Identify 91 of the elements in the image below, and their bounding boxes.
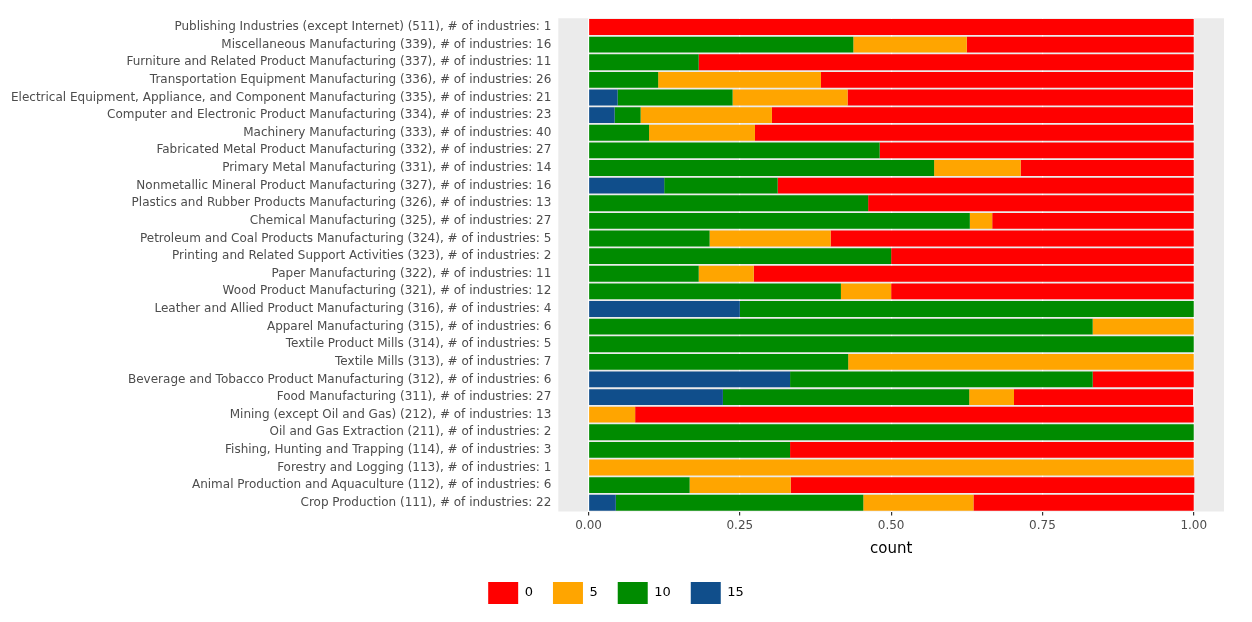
bar [732,89,848,106]
bar [589,301,740,317]
bar [589,389,723,405]
bar [698,265,754,282]
y-tick-label: Primary Metal Manufacturing (331), # of industries: 14 [222,160,552,175]
y-tick-label: Fishing, Hunting and Trapping (114), # of industries: 3 [225,442,552,457]
y-tick-label: Paper Manufacturing (322), # of industries: 11 [271,265,552,280]
bar [617,89,733,106]
y-tick-label: Animal Production and Aquaculture (112), # of industries: 6 [191,477,552,492]
bar [853,36,967,53]
y-tick-label: Leather and Allied Product Manufacturing (316), # of industries: 4 [154,301,552,316]
x-tick-label: 0.25 [726,517,754,532]
y-tick-label: Wood Product Manufacturing (321), # of industries: 12 [222,283,552,298]
y-tick-label: Crop Production (111), # of industries: 22 [300,494,552,509]
y-tick-label: Fabricated Metal Product Manufacturing (332), # of industries: 27 [156,142,552,157]
y-tick-label: Furniture and Related Product Manufacturing (337), # of industries: 11 [126,54,552,69]
bar [658,71,821,88]
bar [589,459,1194,476]
bar [589,424,1194,441]
legend-label: 15 [727,584,744,600]
bar [820,71,1194,88]
y-tick-label: Petroleum and Coal Products Manufacturing (324), # of industries: 5 [139,230,552,245]
bar [589,71,659,88]
y-tick-label: Electrical Equipment, Appliance, and Component Manufacturing (335), # of industries: 21 [11,89,552,104]
bar [790,371,1093,388]
y-tick-label: Textile Product Mills (314), # of industries: 5 [284,336,552,351]
bar [589,19,1194,35]
y-tick-label: Nonmetallic Mineral Product Manufacturing (327), # of industries: 16 [136,177,552,192]
y-tick-label: Oil and Gas Extraction (211), # of industries: 2 [269,424,552,439]
bar [709,230,831,247]
bar [969,212,993,229]
y-tick-label: Computer and Electronic Product Manufacturing (334), # of industries: 23 [107,107,552,122]
bar [640,107,772,124]
bar [589,442,791,458]
bar [1092,371,1194,388]
bar [969,389,1014,405]
x-tick-label: 0.00 [575,517,602,532]
y-tick-label: Publishing Industries (except Internet) (511), # of industries: 1 [174,19,552,34]
bar [992,212,1194,229]
bar [589,89,618,106]
bar [589,494,616,511]
y-tick-label: Machinery Manufacturing (333), # of industries: 40 [243,124,552,139]
bar [589,160,935,176]
y-tick-label: Plastics and Rubber Products Manufacturing (326), # of industries: 13 [131,195,552,210]
y-tick-label: Miscellaneous Manufacturing (339), # of industries: 16 [221,36,552,51]
bar [840,283,892,300]
y-tick-label: Beverage and Tobacco Product Manufacturing (312), # of industries: 6 [128,371,552,386]
bar [589,353,849,370]
bar [589,212,970,229]
x-tick-label: 1.00 [1180,517,1208,532]
bar [863,494,974,511]
x-axis-title: count [869,538,913,557]
y-tick-label: Transportation Equipment Manufacturing (336), # of industries: 26 [148,72,552,86]
bar [847,89,1194,106]
y-tick-label: Mining (except Oil and Gas) (212), # of industries: 13 [229,406,552,421]
bar [1020,160,1194,176]
bar [589,371,791,388]
bar [848,353,1194,370]
bar [635,406,1194,423]
y-tick-label: Chemical Manufacturing (325), # of industries: 27 [249,212,552,227]
bar [790,442,1194,458]
bar [891,248,1194,265]
bar [589,406,636,423]
y-tick-label: Food Manufacturing (311), # of industries: 27 [276,389,552,404]
bar [722,389,970,405]
bar [589,477,690,494]
bar [614,107,641,124]
y-tick-label: Textile Mills (313), # of industries: 7 [334,353,552,368]
x-tick-label: 0.50 [877,517,905,532]
bar [771,107,1194,124]
bar [615,494,864,511]
x-tick-label: 0.75 [1029,517,1056,532]
bar [973,494,1194,511]
bar [830,230,1194,247]
legend-label: 10 [654,584,671,600]
bar [1014,389,1194,405]
bar [589,177,665,194]
bar [589,107,615,124]
bar [739,301,1194,317]
bar [1092,318,1194,335]
bar [589,248,892,265]
y-tick-label: Forestry and Logging (113), # of industries: 1 [277,459,552,474]
legend-label: 0 [524,584,533,600]
bar [689,477,791,494]
bar [790,477,1195,494]
bar [934,160,1021,176]
bar [589,230,710,247]
y-tick-label: Printing and Related Support Activities (323), # of industries: 2 [172,248,552,263]
bar [649,124,755,141]
legend-label: 5 [589,584,598,600]
y-tick-label: Apparel Manufacturing (315), # of industries: 6 [266,318,552,333]
